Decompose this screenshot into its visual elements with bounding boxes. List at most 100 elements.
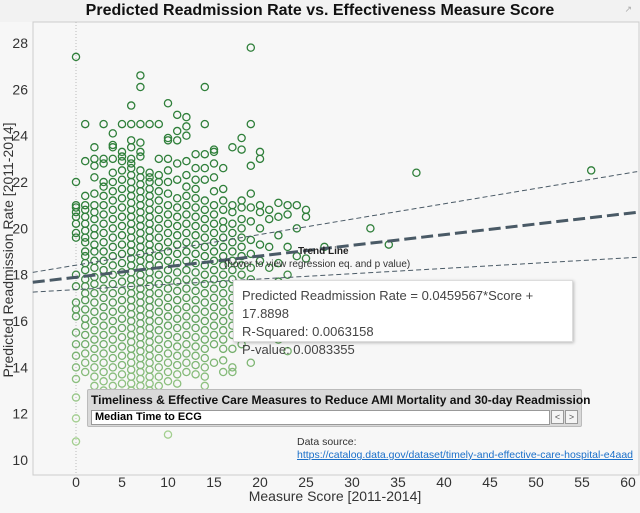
x-axis-title: Measure Score [2011-2014]: [249, 488, 422, 504]
x-tick-label: 60: [620, 474, 636, 490]
data-point: [200, 163, 210, 173]
data-point: [200, 316, 210, 326]
x-tick-label: 20: [252, 474, 268, 490]
y-tick-label: 20: [12, 220, 28, 236]
data-point: [237, 242, 246, 252]
data-point: [209, 358, 219, 367]
trend-line-label[interactable]: Trend Line: [298, 246, 349, 257]
data-point: [71, 414, 81, 423]
data-point: [301, 212, 311, 222]
data-point: [90, 316, 99, 326]
trend-line-hint: (hover to view regression eq. and p valu…: [224, 259, 411, 270]
data-point: [182, 284, 191, 293]
data-point: [71, 203, 81, 212]
data-point: [237, 233, 246, 242]
data-point: [117, 231, 127, 240]
data-point: [274, 258, 283, 268]
data-point: [117, 360, 127, 370]
data-point: [218, 367, 228, 377]
data-point: [209, 228, 219, 238]
data-point: [117, 342, 127, 351]
data-point: [255, 240, 265, 249]
data-point: [163, 177, 173, 187]
data-point: [228, 367, 237, 377]
data-point: [154, 288, 164, 298]
popout-icon[interactable]: ↗: [624, 4, 632, 14]
data-point: [172, 231, 182, 240]
data-point: [163, 98, 173, 108]
data-point: [99, 182, 108, 191]
data-point: [218, 233, 228, 242]
data-point: [154, 196, 164, 205]
data-point: [218, 184, 228, 194]
data-point: [182, 191, 191, 201]
data-point: [108, 335, 118, 344]
y-tick-label: 12: [12, 406, 28, 422]
data-source-link[interactable]: https://catalog.data.gov/dataset/timely-…: [297, 449, 633, 461]
data-point: [366, 224, 375, 233]
data-point: [108, 363, 118, 372]
data-point: [117, 258, 127, 268]
data-point: [182, 170, 191, 180]
data-point: [218, 335, 228, 344]
data-point: [209, 284, 219, 293]
data-point: [90, 143, 99, 152]
data-point: [154, 307, 164, 317]
y-tick-label: 18: [12, 267, 28, 283]
data-point: [90, 189, 99, 198]
data-point: [191, 163, 200, 173]
data-point: [80, 349, 90, 358]
x-tick-label: 30: [344, 474, 360, 490]
data-point: [108, 251, 118, 261]
data-point: [163, 349, 173, 358]
data-point: [99, 367, 108, 377]
data-point: [228, 344, 237, 354]
data-point: [99, 293, 108, 303]
data-point: [237, 203, 246, 212]
data-point: [117, 333, 127, 342]
data-point: [117, 277, 127, 286]
data-point: [209, 339, 219, 349]
data-point: [209, 321, 219, 330]
data-point: [237, 270, 246, 279]
data-point: [172, 351, 182, 361]
data-point: [172, 159, 182, 168]
data-point: [200, 344, 210, 354]
next-button[interactable]: >: [565, 410, 578, 424]
r-squared: R-Squared: 0.0063158: [242, 324, 374, 339]
data-point: [90, 279, 99, 289]
data-point: [90, 307, 99, 317]
data-point: [117, 379, 127, 388]
data-point: [246, 119, 256, 129]
data-point: [71, 351, 81, 361]
data-point: [237, 261, 246, 270]
data-point: [108, 187, 118, 196]
data-point: [191, 175, 200, 184]
y-tick-label: 22: [12, 174, 28, 190]
y-axis-title: Predicted Readmission Rate [2011-2014]: [0, 122, 16, 377]
data-point: [117, 370, 127, 379]
data-point: [108, 224, 118, 233]
previous-button[interactable]: <: [551, 410, 564, 424]
data-point: [255, 154, 265, 164]
data-point: [163, 189, 173, 198]
data-point: [200, 288, 210, 298]
data-point: [283, 200, 292, 210]
data-point: [228, 247, 237, 256]
data-point: [264, 242, 274, 252]
data-point: [182, 367, 191, 377]
data-point: [99, 177, 108, 187]
data-point: [117, 156, 127, 166]
x-tick-label: 55: [574, 474, 590, 490]
data-point: [163, 302, 173, 312]
data-point: [200, 233, 210, 242]
data-point: [182, 265, 191, 275]
data-point: [163, 312, 173, 321]
filter-selected-value[interactable]: Median Time to ECG: [91, 409, 550, 425]
data-point: [163, 228, 173, 238]
data-point: [154, 316, 164, 326]
p-value: P-value: 0.0083355: [242, 342, 355, 357]
data-point: [163, 358, 173, 367]
data-point: [182, 228, 191, 238]
data-point: [163, 210, 173, 219]
